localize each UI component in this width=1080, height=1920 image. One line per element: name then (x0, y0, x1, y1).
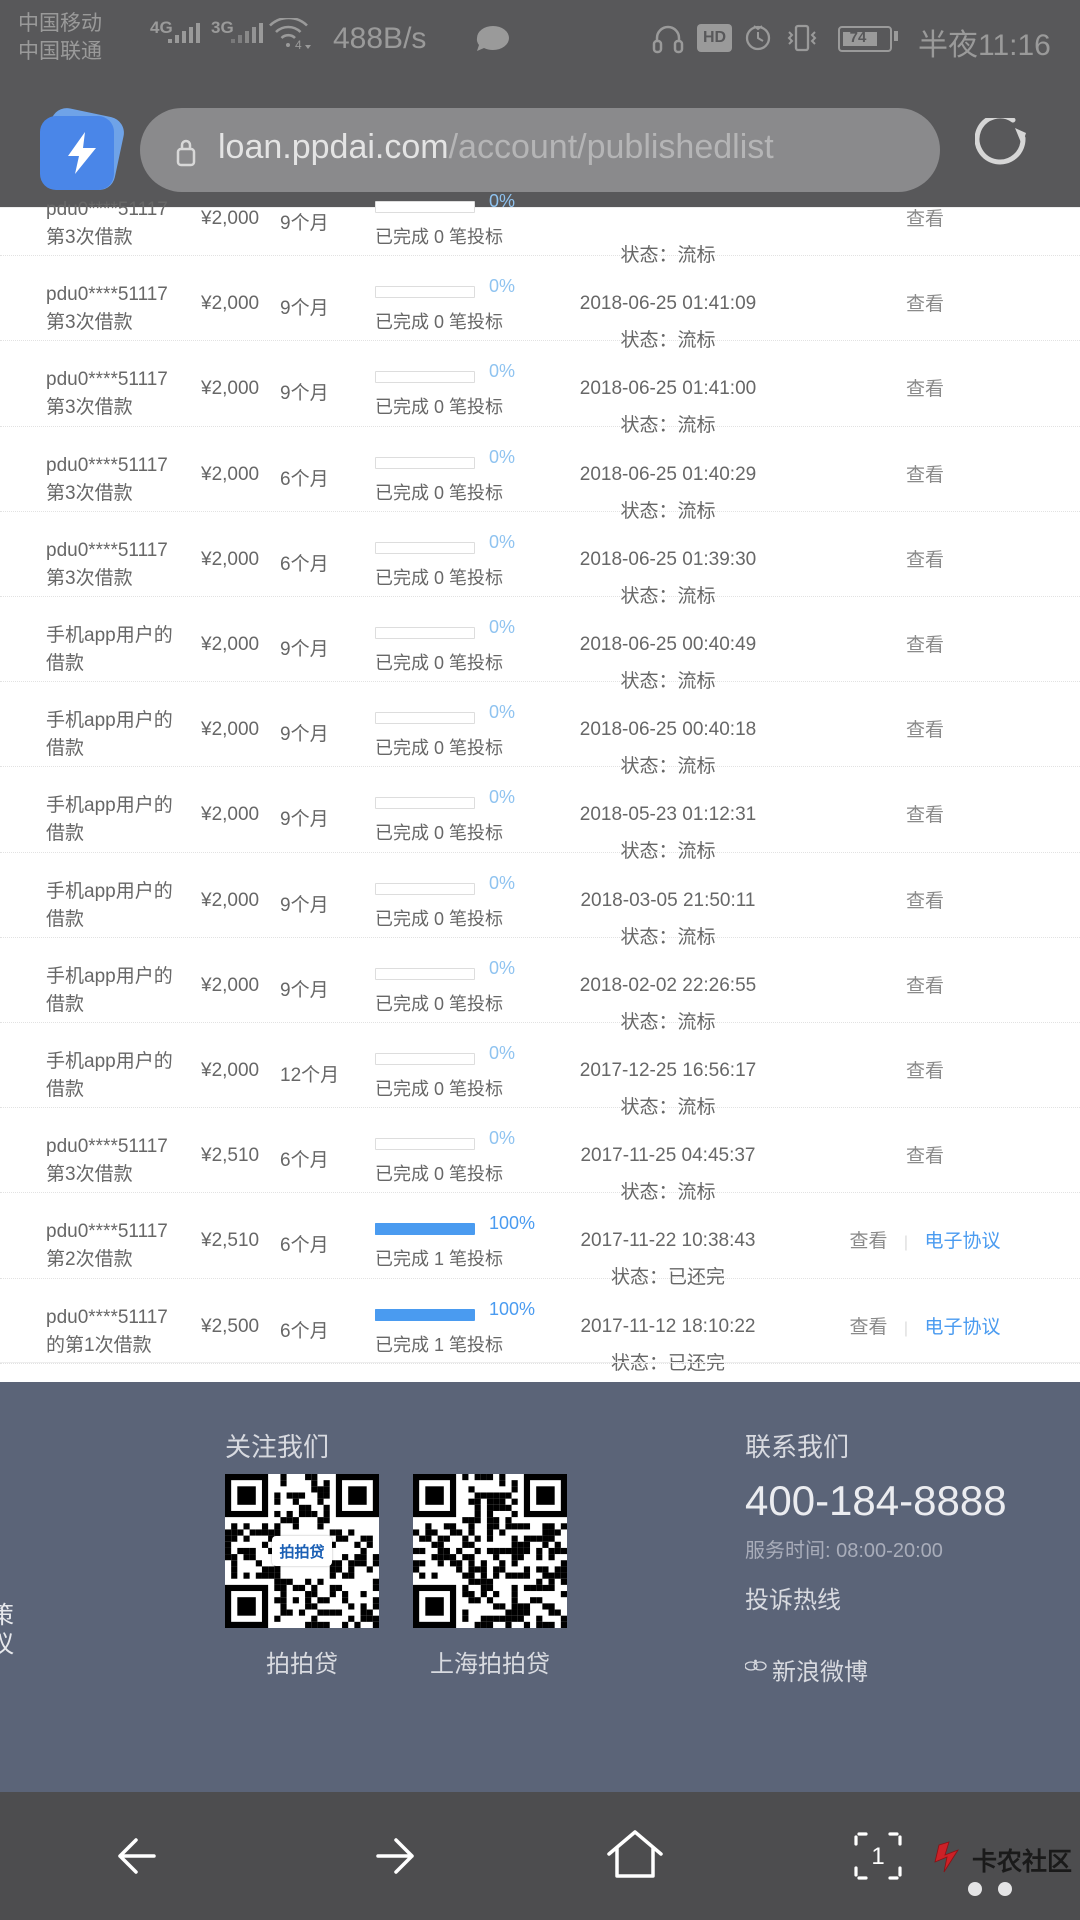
svg-text:1: 1 (871, 1843, 884, 1870)
svg-text:4: 4 (295, 38, 302, 52)
